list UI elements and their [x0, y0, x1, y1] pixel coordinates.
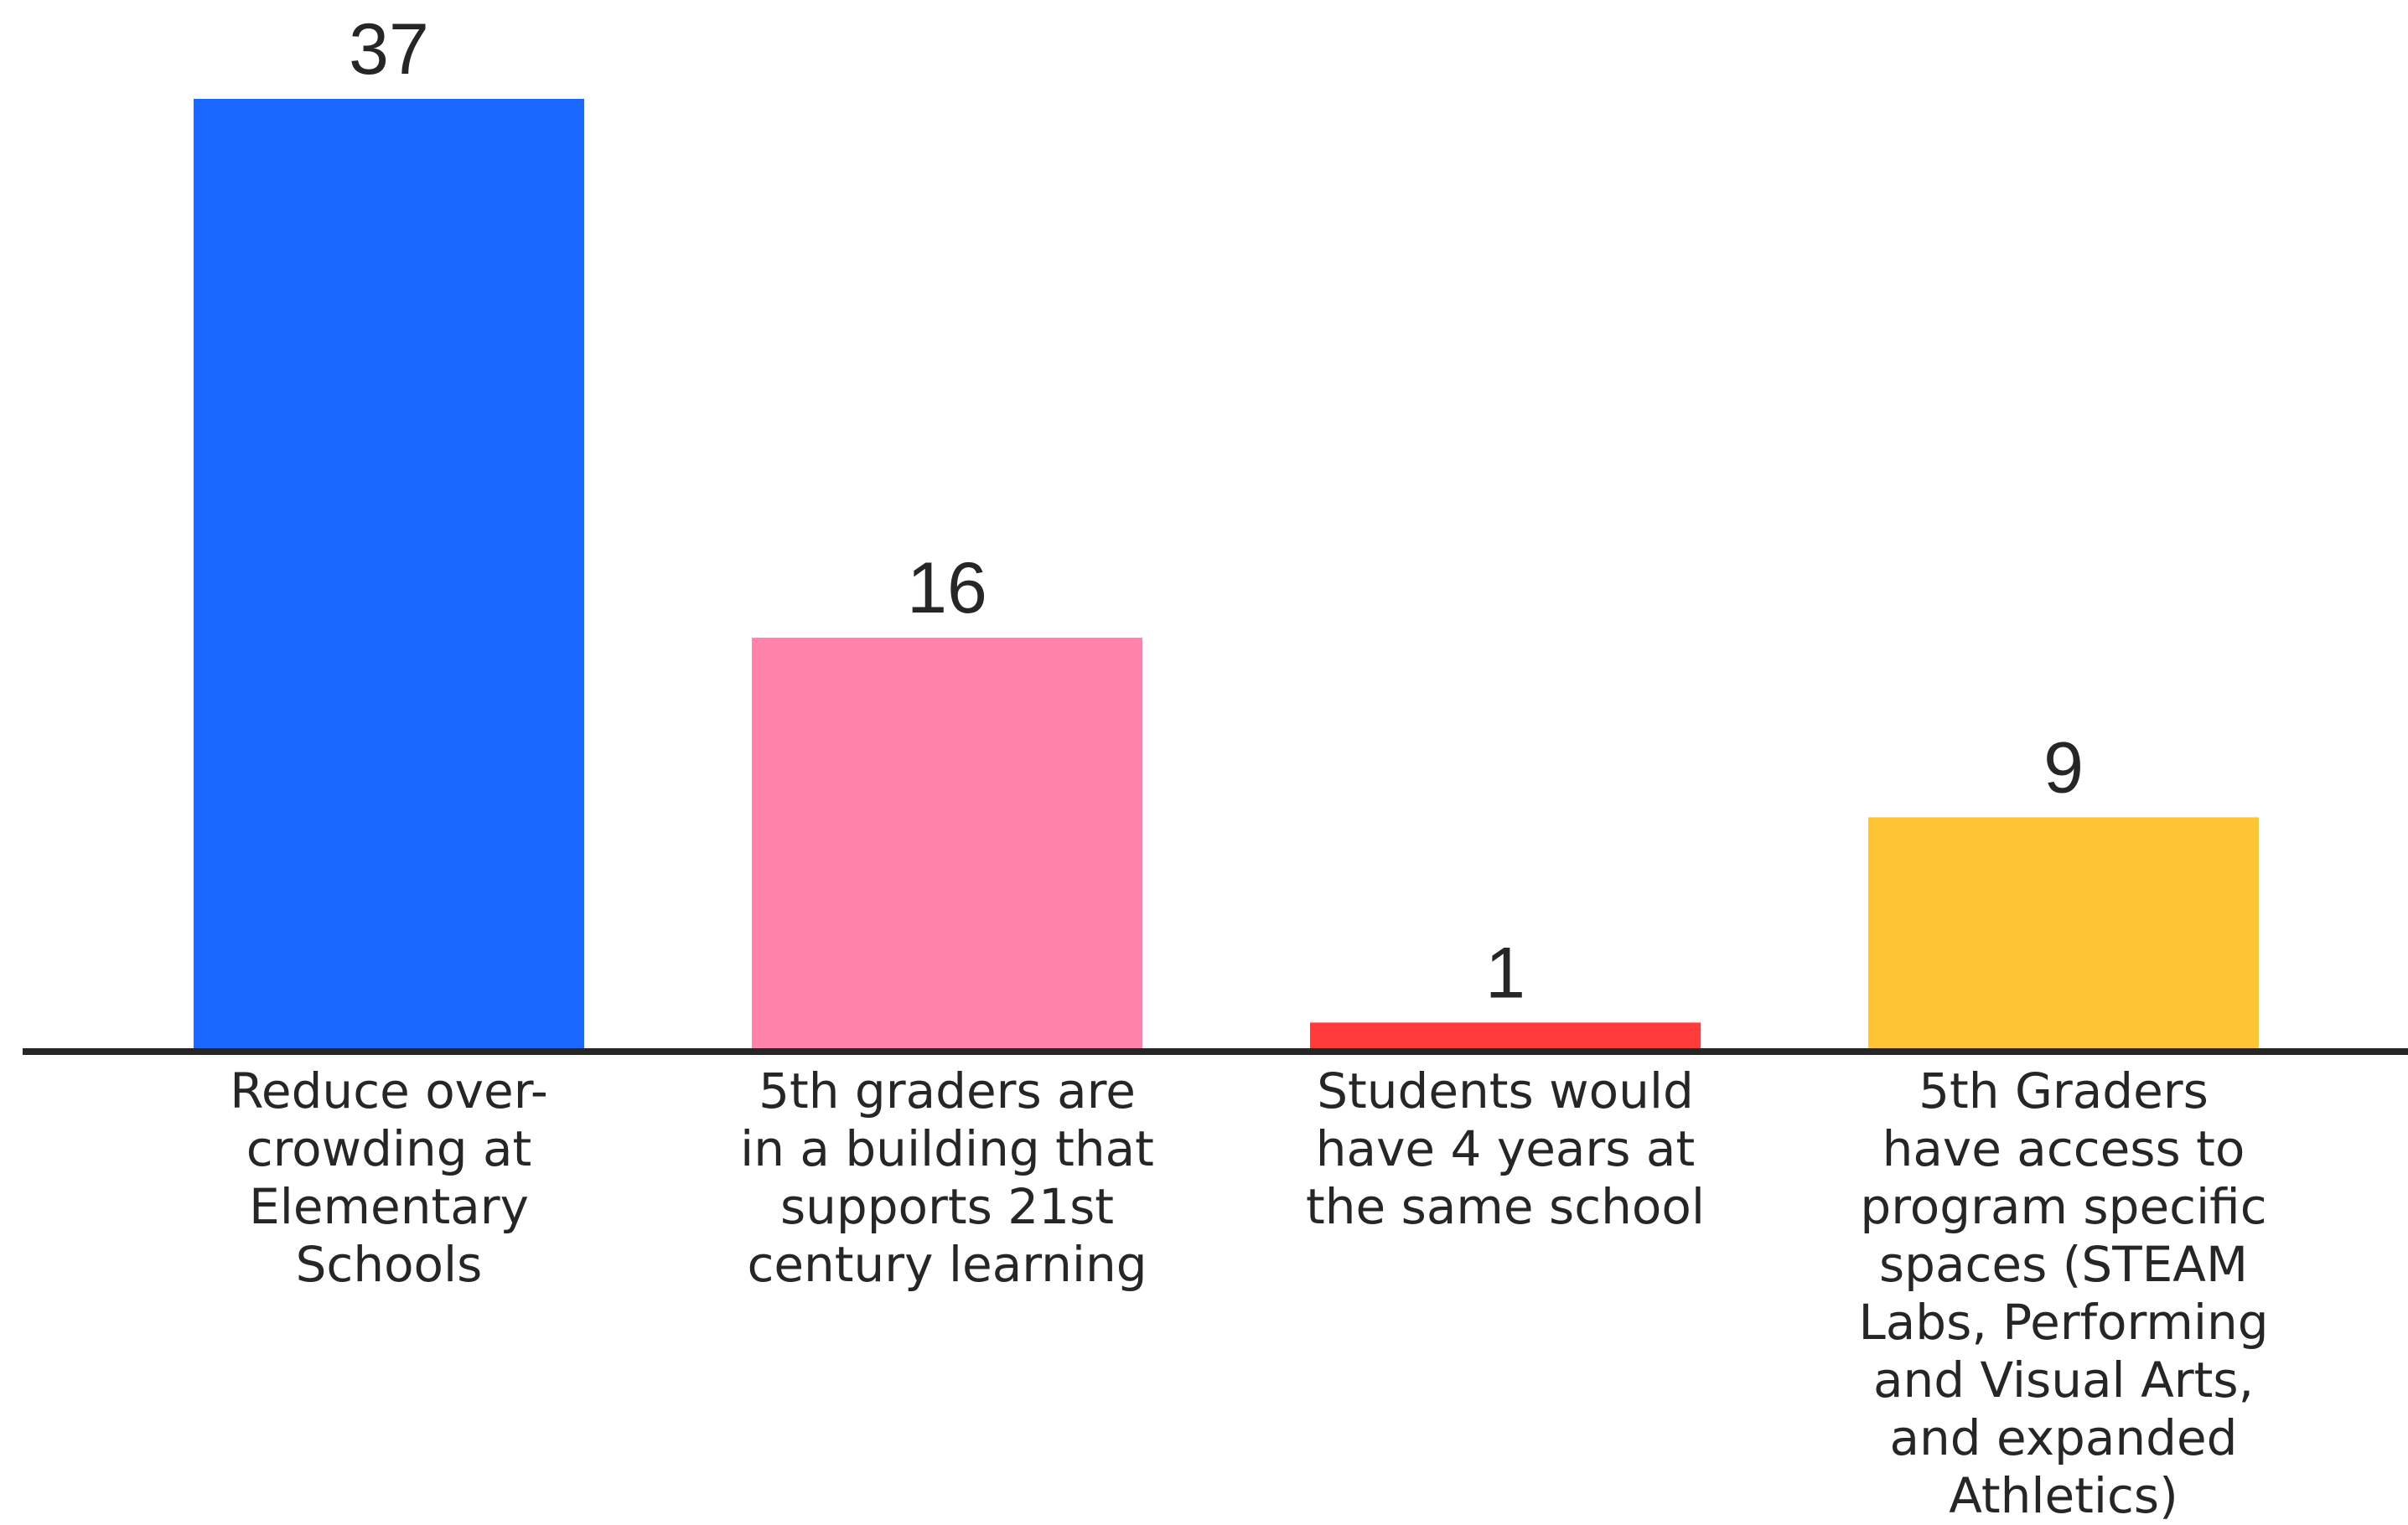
- value-labels-group: 37 16 1 9: [349, 9, 2084, 1013]
- value-label-3: 1: [1485, 933, 1525, 1013]
- category-label-2: 5th graders are in a building that suppo…: [740, 1062, 1154, 1293]
- bar-4: [1868, 817, 2259, 1048]
- bar-3: [1310, 1022, 1701, 1048]
- category-label-3: Students would have 4 years at the same …: [1306, 1062, 1705, 1235]
- value-label-4: 9: [2043, 727, 2084, 808]
- bar-1: [194, 99, 584, 1048]
- category-label-1: Reduce over- crowding at Elementary Scho…: [230, 1062, 548, 1293]
- category-label-4: 5th Graders have access to program speci…: [1858, 1062, 2269, 1524]
- bar-2: [752, 638, 1142, 1048]
- value-label-2: 16: [907, 548, 987, 628]
- bars-group: [194, 99, 2259, 1048]
- value-label-1: 37: [349, 9, 429, 90]
